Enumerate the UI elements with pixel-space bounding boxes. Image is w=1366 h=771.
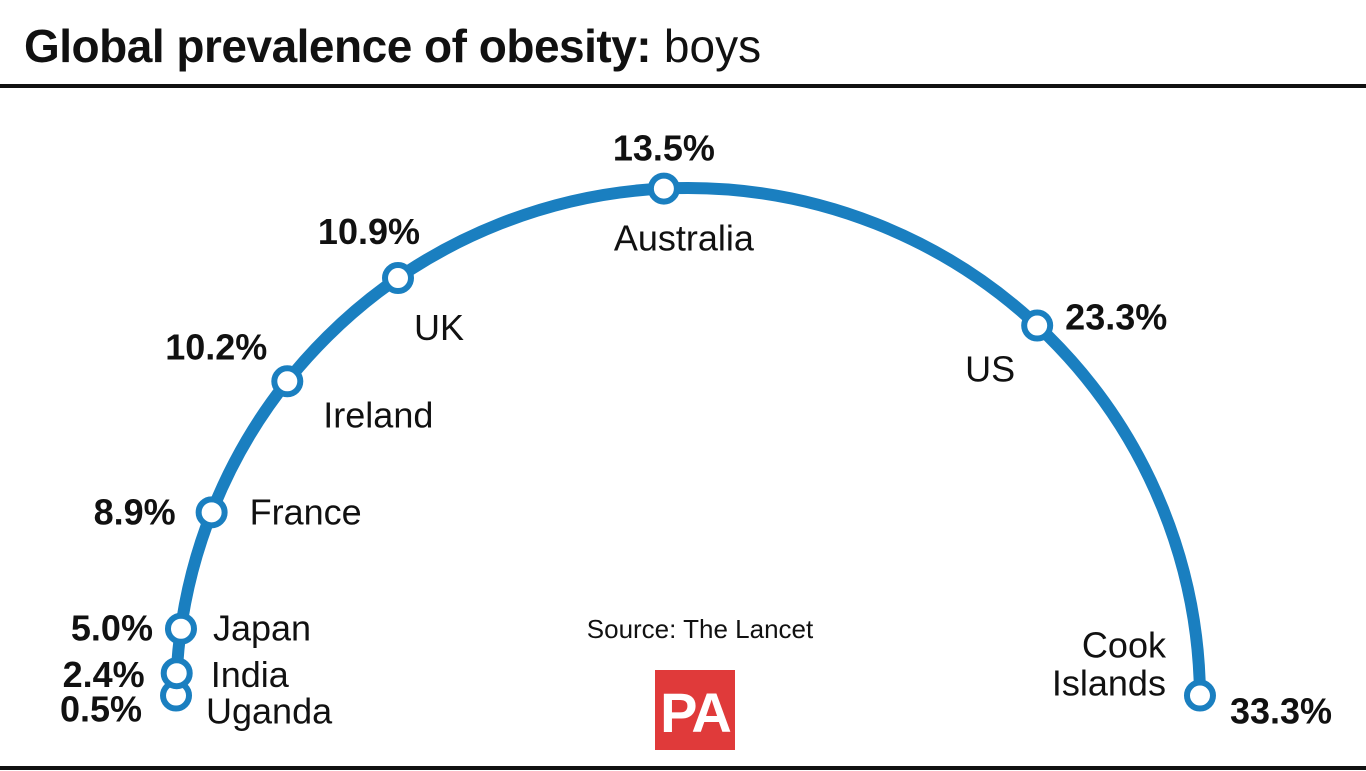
country-label-cook-islands: Cook Islands <box>1052 625 1167 704</box>
country-label-france: France <box>250 491 362 532</box>
country-label-line: Japan <box>213 608 311 649</box>
arc-line <box>170 182 1206 702</box>
bottom-rule <box>0 766 1366 770</box>
point-marker-us <box>1021 309 1054 342</box>
point-marker-uk <box>382 262 414 295</box>
value-label-uganda: 0.5% <box>60 689 142 730</box>
point-marker-japan <box>164 612 197 645</box>
value-label-uk: 10.9% <box>318 211 420 252</box>
chart-title-bold: Global prevalence of obesity: <box>24 20 652 72</box>
country-label-uganda: Uganda <box>206 691 333 732</box>
country-label-india: India <box>211 654 290 695</box>
country-label-line: Australia <box>614 218 755 259</box>
point-marker-cook-islands <box>1183 679 1216 712</box>
pa-logo-box <box>655 670 735 750</box>
country-label-japan: Japan <box>213 608 311 649</box>
country-label-australia: Australia <box>614 218 755 259</box>
country-label-line: UK <box>414 307 464 348</box>
country-label-ireland: Ireland <box>323 394 433 435</box>
point-marker-france <box>195 496 228 529</box>
country-label-line: Cook <box>1082 625 1167 666</box>
chart-title-light: boys <box>663 20 762 72</box>
point-marker-india <box>160 657 193 690</box>
chart-title: Global prevalence of obesity: boys <box>24 14 761 78</box>
value-label-india: 2.4% <box>63 654 145 695</box>
country-label-line: Uganda <box>206 691 333 732</box>
pa-logo-text: PA <box>660 681 730 744</box>
pa-logo: PA <box>655 670 735 750</box>
country-label-line: US <box>965 349 1015 390</box>
point-marker-australia <box>647 172 680 205</box>
country-label-line: Islands <box>1052 663 1166 704</box>
value-label-cook-islands: 33.3% <box>1230 691 1332 732</box>
country-label-line: France <box>250 491 362 532</box>
value-label-ireland: 10.2% <box>165 326 267 367</box>
source-note: Source: The Lancet <box>587 614 814 644</box>
point-marker-ireland <box>271 365 304 398</box>
value-label-australia: 13.5% <box>613 128 715 169</box>
country-label-uk: UK <box>414 307 464 348</box>
country-label-line: India <box>211 654 290 695</box>
value-label-japan: 5.0% <box>71 608 153 649</box>
data-marks: 0.5% Uganda 2.4% India 5.0% Japan 8.9% France 10… <box>60 128 1332 732</box>
value-label-france: 8.9% <box>94 491 176 532</box>
title-rule <box>0 84 1366 88</box>
country-label-us: US <box>965 349 1015 390</box>
value-label-us: 23.3% <box>1065 297 1167 338</box>
country-label-line: Ireland <box>323 394 433 435</box>
